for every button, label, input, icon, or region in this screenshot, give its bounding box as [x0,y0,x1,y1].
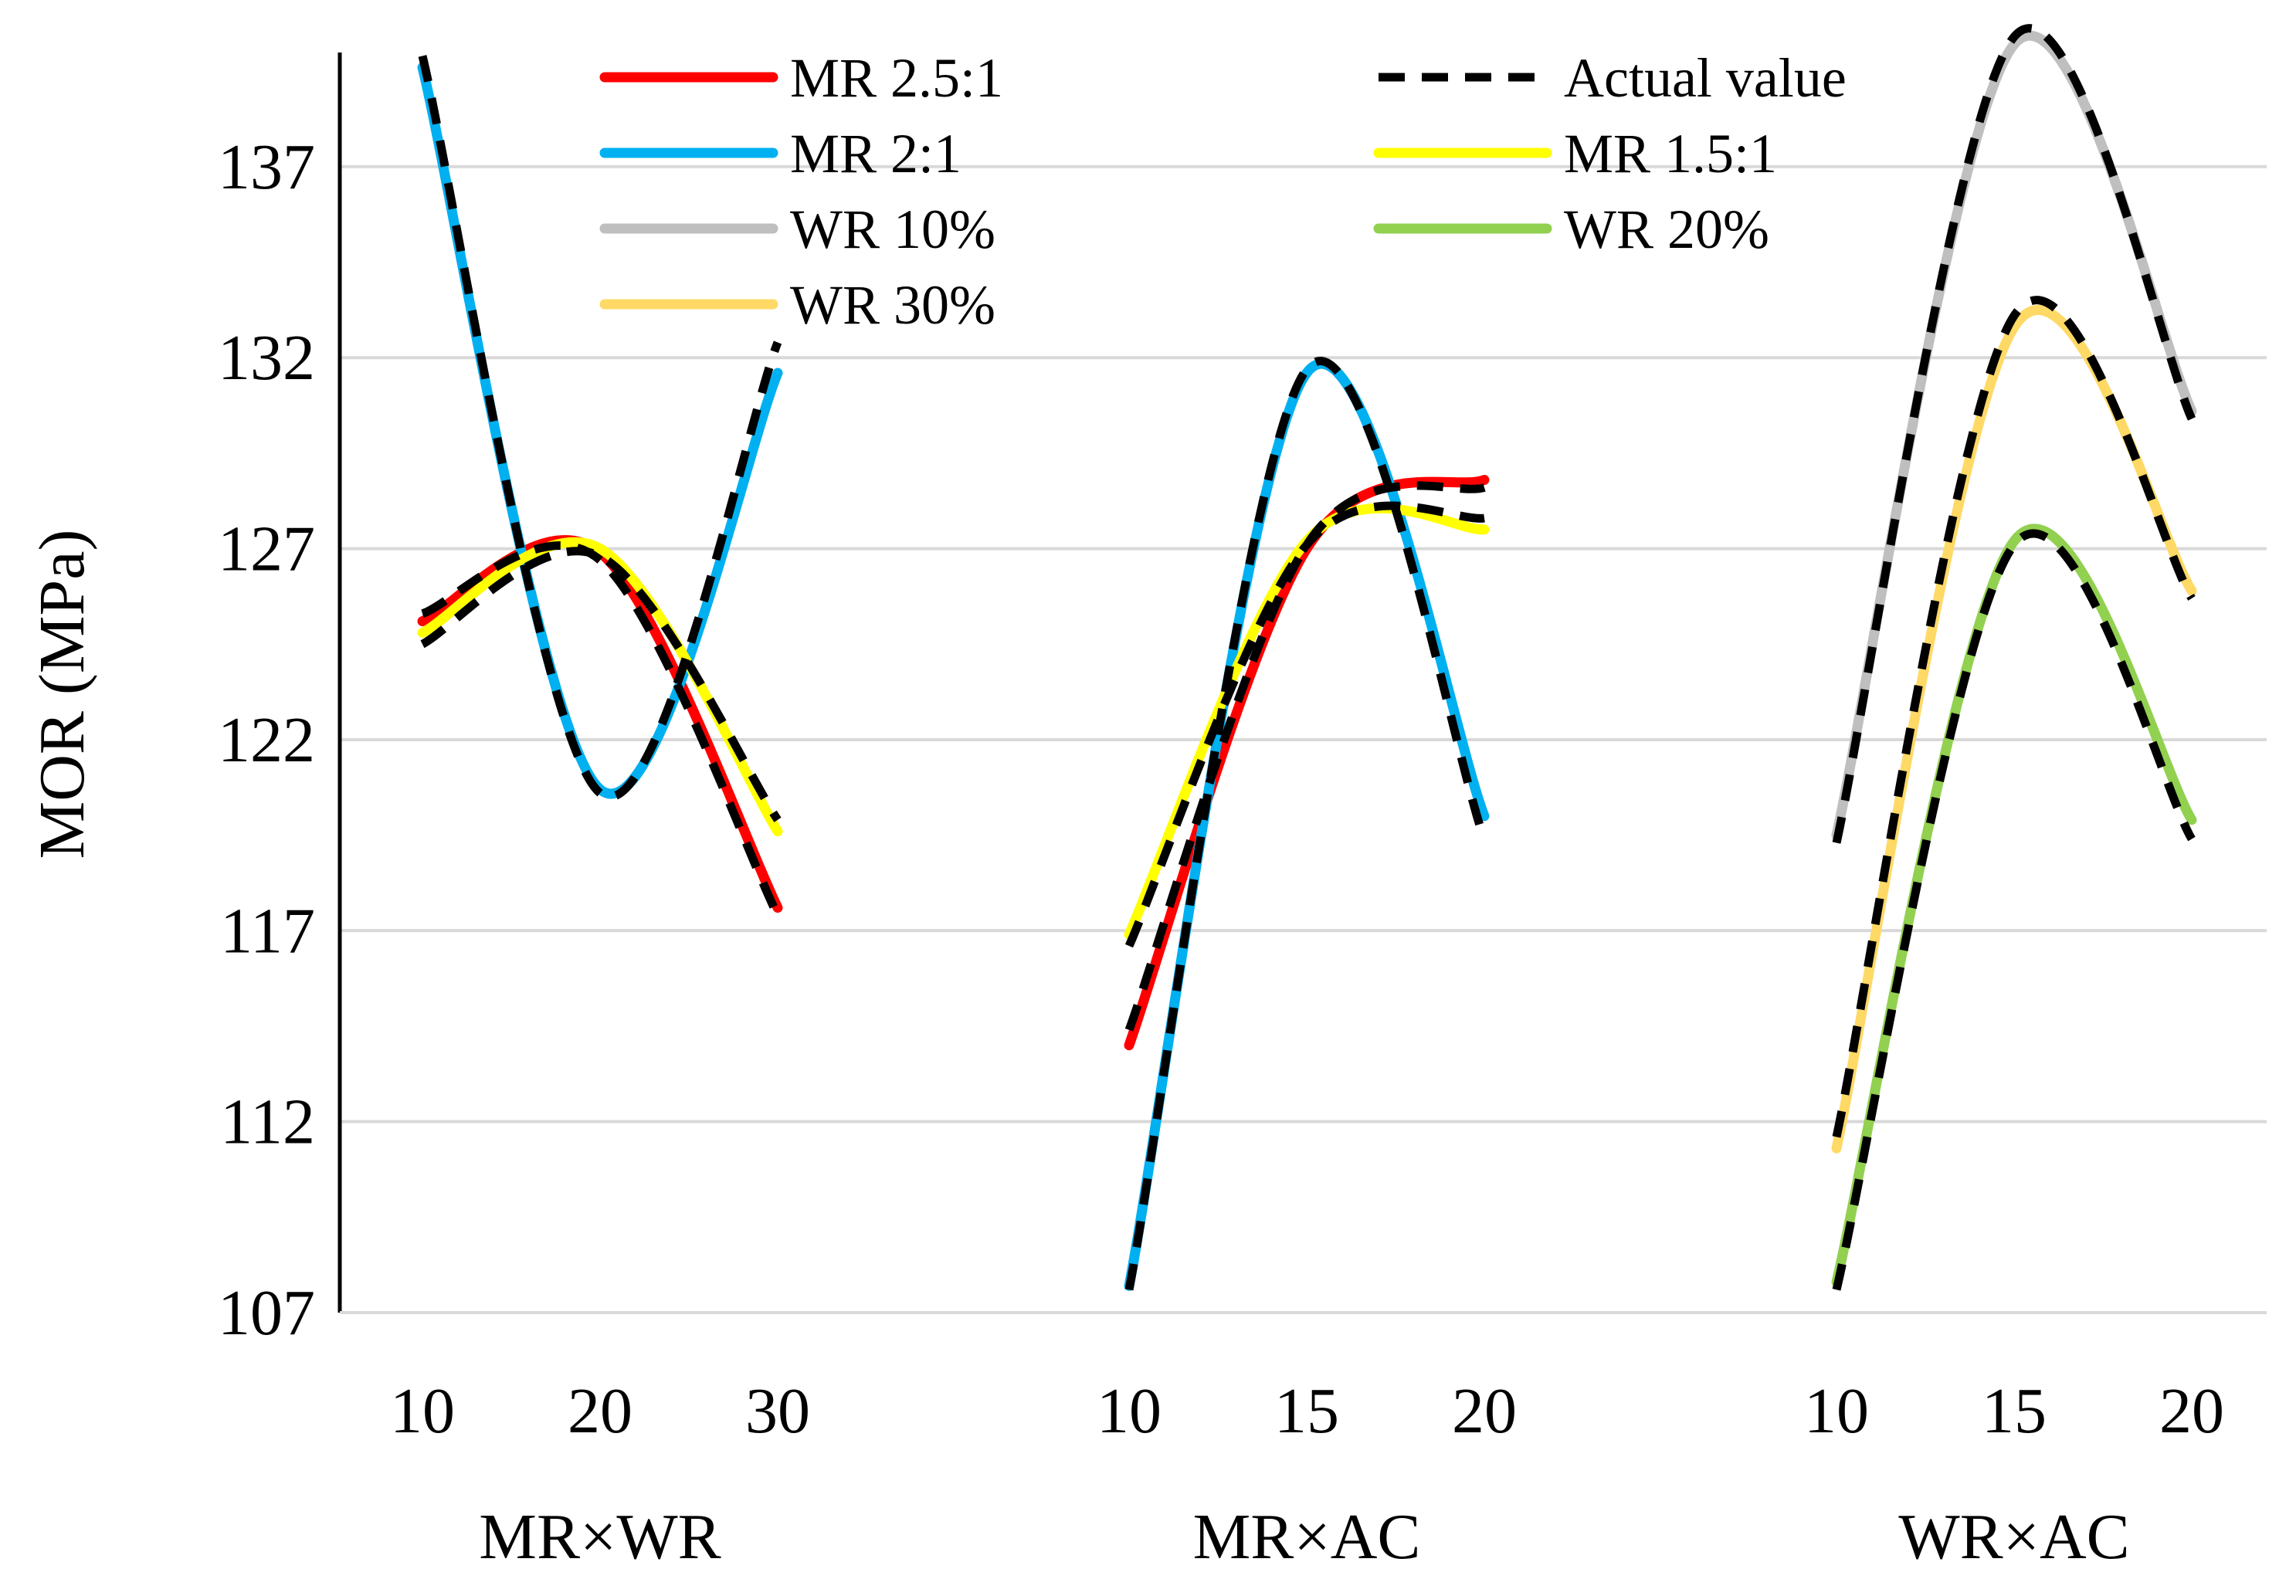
legend-label-actual: Actual value [1564,47,1847,109]
x-tick-label: 20 [2159,1375,2224,1447]
series-line-actual-panel-2-3 [1124,357,1489,1291]
series-line-mr2-panel-2-2 [1124,358,1490,1291]
y-axis-title: MOR (MPa) [26,529,98,859]
series-line-actual-panel-2-1 [1124,481,1486,1032]
y-tick-label: 117 [220,895,315,967]
x-tick-label: 15 [1274,1375,1339,1447]
legend-label-mr2: MR 2:1 [790,123,961,185]
legend-label-wr30: WR 30% [790,274,995,336]
legend-label-mr15: MR 1.5:1 [1564,123,1777,185]
legend: MR 2.5:1 Actual value MR 2:1 MR 1.5:1 WR 10%… [599,47,1847,336]
y-tick-label: 137 [218,131,315,203]
series-line-actual-panel-1-3 [418,55,782,801]
series-line-actual-panel-1-1 [421,541,782,917]
x-tick-label: 10 [1804,1375,1869,1447]
y-tick-label: 122 [218,704,315,776]
y-axis: 107 112 117 122 127 132 137 MOR (MPa) [26,53,2267,1349]
series-lines [417,24,2197,1291]
x-tick-label: 20 [1452,1375,1517,1447]
series-line-wr20-panel-3-4 [1831,524,2197,1287]
legend-label-wr10: WR 10% [790,198,995,260]
y-tick-label: 127 [218,513,315,585]
legend-label-wr20: WR 20% [1564,198,1769,260]
x-tick-label: 30 [745,1375,810,1447]
series-line-actual-panel-2-5 [1124,501,1485,948]
legend-label-mr25: MR 2.5:1 [790,47,1003,109]
series-line-mr2-panel-1-2 [417,62,783,799]
y-tick-label: 112 [220,1086,315,1158]
x-tick-label: 10 [1097,1375,1162,1447]
y-tick-label: 132 [218,322,315,394]
panel-label: MR×WR [479,1501,721,1573]
series-line-actual-panel-3-1 [1832,24,2196,844]
x-axis-labels: 10 20 30 MR×WR 10 15 20 MR×AC 10 15 20 WR×AC [390,1375,2224,1573]
x-tick-label: 20 [568,1375,633,1447]
x-tick-label: 10 [390,1375,455,1447]
panel-label: WR×AC [1898,1501,2129,1573]
series-line-actual-panel-3-3 [1832,296,2196,1138]
y-tick-label: 107 [218,1277,315,1349]
series-line-actual-panel-1-5 [420,547,782,822]
series-line-actual-panel-3-5 [1832,529,2196,1291]
x-tick-label: 15 [1982,1375,2047,1447]
panel-label: MR×AC [1193,1501,1421,1573]
